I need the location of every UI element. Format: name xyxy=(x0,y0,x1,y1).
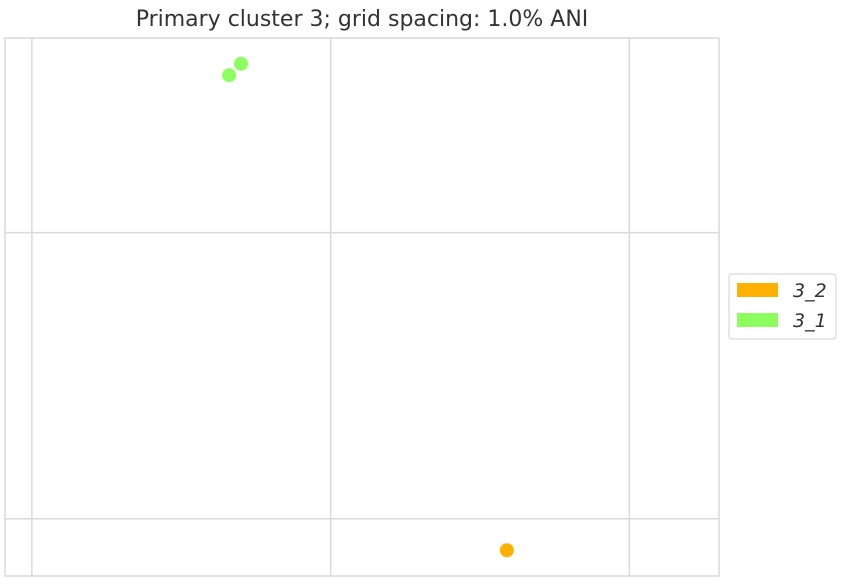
plot-area xyxy=(4,37,720,577)
legend: 3_23_1 xyxy=(728,273,837,340)
data-point-3_1-0 xyxy=(222,68,237,83)
legend-swatch-3_1 xyxy=(737,313,778,327)
data-point-3_1-1 xyxy=(234,56,249,71)
chart-title: Primary cluster 3; grid spacing: 1.0% AN… xyxy=(136,7,589,32)
data-points xyxy=(222,56,514,558)
grid-lines xyxy=(5,38,719,576)
legend-label-3_1: 3_1 xyxy=(793,310,827,332)
legend-swatch-3_2 xyxy=(737,283,778,297)
data-point-3_2-0 xyxy=(499,543,514,558)
legend-label-3_2: 3_2 xyxy=(793,280,827,302)
